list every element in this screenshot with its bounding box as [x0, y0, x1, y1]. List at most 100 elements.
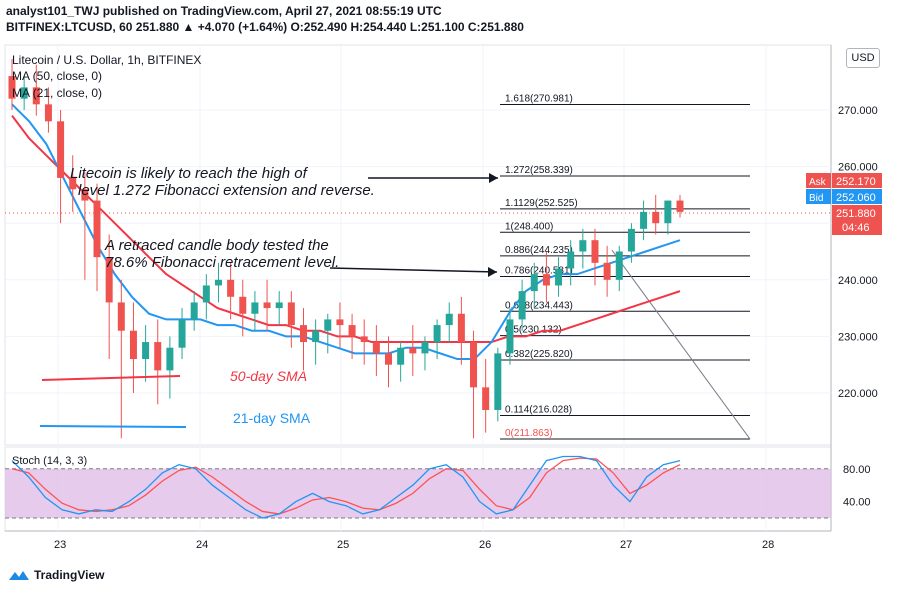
legend-ma21: MA (21, close, 0) [12, 86, 102, 100]
fib-level-label: 1.1129(252.525) [505, 198, 578, 209]
candle-body[interactable] [299, 325, 307, 343]
candle-body[interactable] [530, 274, 538, 292]
annotation-retracement-line1: A retraced candle body tested the [104, 237, 329, 254]
candle-body[interactable] [372, 342, 380, 354]
candle-body[interactable] [336, 319, 344, 326]
candle-body[interactable] [506, 319, 514, 354]
legend-title: Litecoin / U.S. Dollar, 1h, BITFINEX [12, 53, 201, 67]
candle-body[interactable] [8, 76, 16, 99]
candle-body[interactable] [385, 353, 393, 365]
candle-body[interactable] [348, 325, 356, 337]
candle-body[interactable] [567, 251, 575, 269]
candle-body[interactable] [287, 302, 295, 326]
candle-body[interactable] [579, 240, 587, 252]
candle-body[interactable] [494, 353, 502, 410]
candle-body[interactable] [324, 319, 332, 331]
annotation-extension-line1: Litecoin is likely to reach the high of [70, 165, 309, 182]
bid-tag-value: 252.060 [836, 192, 876, 204]
candle-body[interactable] [591, 240, 599, 263]
symbol-info: BITFINEX:LTCUSD, 60 251.880 ▲ +4.070 (+1… [6, 20, 524, 34]
currency-selector[interactable]: USD [846, 48, 880, 68]
time-tick-label: 28 [762, 539, 774, 551]
price-tick-label: 230.000 [838, 331, 878, 343]
candle-body[interactable] [676, 200, 684, 212]
candle-body[interactable] [542, 274, 550, 286]
candle-body[interactable] [275, 302, 283, 309]
price-tick-label: 220.000 [838, 388, 878, 400]
candle-body[interactable] [518, 291, 526, 320]
candle-body[interactable] [627, 228, 635, 252]
candle-body[interactable] [44, 104, 52, 122]
candle-body[interactable] [652, 211, 660, 224]
publish-header: analyst101_TWJ published on TradingView.… [6, 3, 524, 35]
fib-level-label: 0.5(230.132) [505, 325, 562, 336]
candle-body[interactable] [263, 302, 271, 309]
ma50-line [11, 115, 681, 344]
candle-body[interactable] [360, 336, 368, 343]
tradingview-logo-icon [9, 571, 29, 580]
candle-body[interactable] [421, 342, 429, 354]
support-line-blue [39, 425, 187, 428]
candle-body[interactable] [482, 387, 490, 410]
ask-tag-label: Ask [809, 177, 827, 188]
fib-level-label: 1.618(270.981) [505, 93, 573, 104]
candle-body[interactable] [32, 87, 40, 105]
stoch-label: Stoch (14, 3, 3) [12, 455, 87, 467]
time-tick-label: 26 [479, 539, 491, 551]
candle-body[interactable] [664, 200, 672, 224]
annotation-retracement-line2: 78.6% Fibonacci retracement level. [105, 254, 339, 271]
stoch-tick-label: 40.00 [843, 497, 871, 509]
candle-body[interactable] [178, 319, 186, 348]
candle-body[interactable] [312, 330, 320, 343]
candle-body[interactable] [640, 211, 648, 229]
last-price-bg [832, 205, 882, 235]
candle-body[interactable] [166, 347, 174, 371]
ask-tag-value-bg [832, 173, 882, 188]
candle-body[interactable] [202, 285, 210, 303]
bid-tag-label: Bid [809, 193, 823, 204]
fib-level-label: 0.114(216.028) [505, 404, 572, 415]
retracement-arrow [329, 267, 498, 273]
candle-body[interactable] [433, 325, 441, 343]
candle-body[interactable] [69, 177, 77, 190]
fib-level-label: 0.786(240.581) [505, 266, 573, 277]
candle-body[interactable] [105, 257, 113, 303]
candle-body[interactable] [457, 313, 465, 343]
candle-body[interactable] [555, 268, 563, 286]
candle-body[interactable] [445, 313, 453, 326]
candle-body[interactable] [57, 121, 65, 178]
candle-body[interactable] [142, 342, 150, 360]
candle-body[interactable] [20, 87, 28, 99]
fib-level-label: 1(248.400) [505, 221, 553, 232]
candle-body[interactable] [154, 342, 162, 371]
candle-body[interactable] [129, 330, 137, 360]
fib-level-label: 0.886(244.235) [505, 245, 573, 256]
fib-trend-line [611, 249, 751, 440]
legend-ma50: MA (50, close, 0) [12, 69, 102, 83]
stoch-k-line [11, 455, 681, 519]
candle-body[interactable] [409, 347, 417, 354]
candle-body[interactable] [81, 189, 89, 201]
candle-body[interactable] [227, 279, 235, 297]
stoch-d-line [11, 457, 681, 515]
price-tick-label: 260.000 [838, 162, 878, 174]
retracement-arrow-head [488, 267, 497, 277]
candle-body[interactable] [93, 200, 101, 258]
candle-body[interactable] [214, 279, 222, 286]
candle-body[interactable] [239, 296, 247, 314]
candle-body[interactable] [190, 302, 198, 320]
price-tick-label: 270.000 [838, 105, 878, 117]
candle-body[interactable] [117, 302, 125, 331]
candle-body[interactable] [397, 347, 405, 365]
candle-body[interactable] [615, 251, 623, 280]
ask-tag-label-bg [806, 173, 831, 188]
candle-body[interactable] [251, 302, 259, 314]
ask-tag-value: 252.170 [836, 176, 876, 188]
brand-name: TradingView [34, 568, 105, 582]
stoch-tick-label: 80.00 [843, 464, 871, 476]
sma50-label: 50-day SMA [230, 368, 307, 384]
candle-body[interactable] [470, 342, 478, 388]
candle-body[interactable] [603, 262, 611, 280]
price-tick-label: 240.000 [838, 275, 878, 287]
